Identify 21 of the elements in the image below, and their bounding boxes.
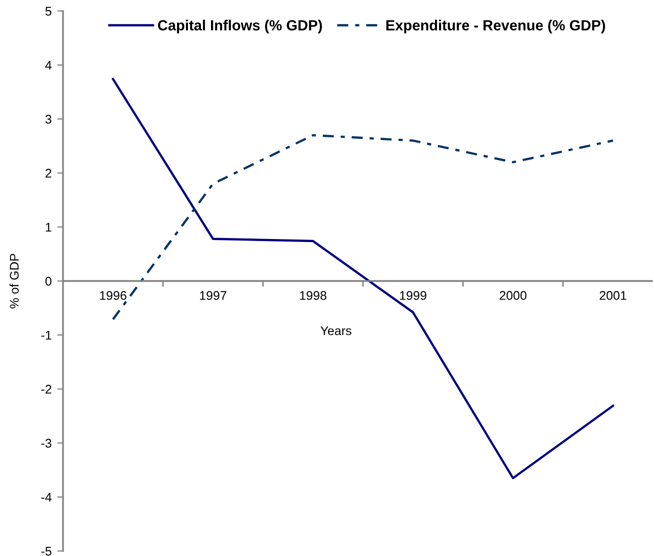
y-tick-label: 0 [45, 276, 52, 286]
y-tick-label: -5 [41, 546, 52, 556]
x-tick-label: 2001 [600, 291, 626, 300]
y-tick-label: -4 [41, 492, 52, 502]
y-tick-label: 5 [45, 6, 52, 16]
x-tick-label: 1998 [300, 291, 326, 300]
x-tick-label: 1999 [400, 291, 426, 300]
x-tick-label: 1997 [200, 291, 226, 300]
y-tick-label: 2 [46, 168, 52, 178]
legend-label: Capital Inflows (% GDP) [158, 20, 322, 34]
y-tick-label: 4 [45, 60, 52, 70]
x-tick-label: 1996 [100, 291, 126, 300]
y-tick-label: 1 [46, 222, 52, 232]
y-tick-label: -1 [41, 330, 52, 340]
y-tick-label: 3 [45, 114, 52, 124]
y-tick-label: -2 [41, 384, 52, 394]
x-axis-title: Years [320, 326, 352, 336]
x-tick-label: 2000 [500, 291, 526, 300]
legend-label: Expenditure - Revenue (% GDP) [386, 20, 606, 34]
y-tick-label: -3 [41, 438, 52, 448]
y-axis-title: % of GDP [10, 254, 19, 308]
